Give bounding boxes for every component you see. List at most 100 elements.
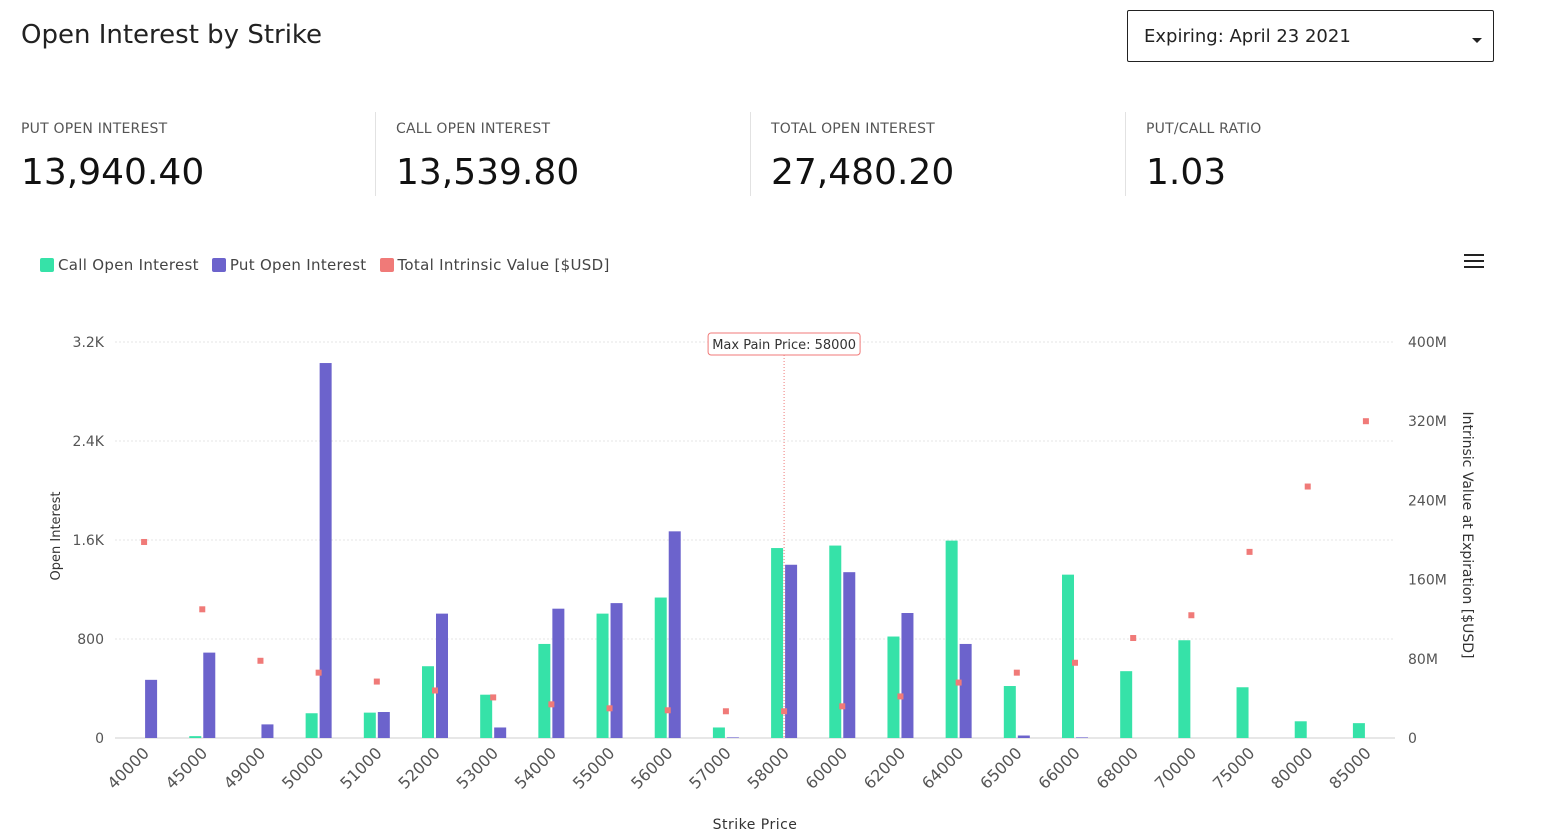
put-bar xyxy=(726,737,739,738)
x-tick-label: 64000 xyxy=(918,743,967,792)
y-tick-label: 0 xyxy=(95,731,104,747)
legend-swatch-intrinsic xyxy=(379,258,394,272)
stat-total-open-interest: TOTAL OPEN INTEREST 27,480.20 xyxy=(750,110,1120,196)
x-tick-label: 60000 xyxy=(802,743,851,792)
put-bar xyxy=(843,572,856,738)
stat-divider xyxy=(375,112,376,196)
stats-row: PUT OPEN INTEREST 13,940.40 CALL OPEN IN… xyxy=(0,110,1500,200)
x-tick-label: 49000 xyxy=(220,743,269,792)
x-tick-label: 58000 xyxy=(743,743,792,792)
stat-value: 13,539.80 xyxy=(396,152,580,193)
put-bar xyxy=(261,724,274,738)
intrinsic-point xyxy=(722,708,729,715)
put-bar xyxy=(901,613,914,738)
x-tick-label: 80000 xyxy=(1267,743,1316,792)
put-bar xyxy=(1076,737,1088,738)
y2-tick-label: 160M xyxy=(1408,573,1447,589)
y-tick-label: 3.2K xyxy=(73,335,105,351)
put-bar xyxy=(959,643,972,738)
call-bar xyxy=(712,727,725,738)
y2-tick-label: 240M xyxy=(1408,493,1447,509)
put-bar xyxy=(319,363,332,738)
x-tick-label: 55000 xyxy=(569,743,618,792)
intrinsic-point xyxy=(257,657,264,664)
intrinsic-point xyxy=(1304,483,1311,490)
x-tick-label: 85000 xyxy=(1325,743,1374,792)
call-bar xyxy=(1062,574,1074,738)
intrinsic-point xyxy=(199,606,206,613)
y2-tick-label: 400M xyxy=(1408,335,1447,351)
stat-divider xyxy=(1125,112,1126,196)
legend-item-put[interactable]: Put Open Interest xyxy=(211,256,367,274)
legend-swatch-put xyxy=(211,258,226,272)
x-tick-label: 53000 xyxy=(453,743,502,792)
call-bar xyxy=(480,694,493,738)
stat-put-call-ratio: PUT/CALL RATIO 1.03 xyxy=(1125,110,1495,196)
call-bar xyxy=(422,666,434,738)
chart-legend: Call Open Interest Put Open Interest Tot… xyxy=(40,256,623,274)
intrinsic-point xyxy=(781,708,788,715)
call-bar xyxy=(305,713,318,738)
call-bar xyxy=(771,548,784,738)
stat-value: 1.03 xyxy=(1146,152,1227,193)
put-bar xyxy=(203,652,216,738)
intrinsic-point xyxy=(955,679,962,686)
stat-divider xyxy=(750,112,751,196)
x-tick-label: 70000 xyxy=(1151,743,1200,792)
stat-label: TOTAL OPEN INTEREST xyxy=(771,121,935,137)
y2-tick-label: 80M xyxy=(1408,652,1438,668)
call-bar xyxy=(1120,671,1133,738)
intrinsic-point xyxy=(373,678,380,685)
stat-label: PUT/CALL RATIO xyxy=(1146,121,1262,137)
intrinsic-point xyxy=(606,705,613,712)
call-bar xyxy=(1236,687,1249,738)
stat-put-open-interest: PUT OPEN INTEREST 13,940.40 xyxy=(0,110,370,196)
x-tick-label: 56000 xyxy=(627,743,676,792)
call-bar xyxy=(1352,723,1365,738)
legend-item-intrinsic[interactable]: Total Intrinsic Value [$USD] xyxy=(379,256,610,274)
expiry-select[interactable]: Expiring: April 23 2021 xyxy=(1127,10,1494,62)
y-axis-title: Open Interest xyxy=(49,492,64,581)
call-bar xyxy=(189,736,202,738)
x-tick-label: 50000 xyxy=(278,743,327,792)
legend-label: Call Open Interest xyxy=(58,256,199,274)
y2-tick-label: 320M xyxy=(1408,414,1447,430)
max-pain-label-box xyxy=(707,332,861,356)
x-tick-label: 54000 xyxy=(511,743,560,792)
legend-item-call[interactable]: Call Open Interest xyxy=(40,256,199,274)
x-tick-label: 45000 xyxy=(162,743,211,792)
x-axis-title: Strike Price xyxy=(713,817,798,830)
stat-call-open-interest: CALL OPEN INTEREST 13,539.80 xyxy=(375,110,745,196)
put-bar xyxy=(668,531,681,738)
intrinsic-point xyxy=(897,693,904,700)
y2-axis-title: Intrinsic Value at Expiration [$USD] xyxy=(1459,411,1475,658)
x-tick-label: 51000 xyxy=(336,743,385,792)
intrinsic-point xyxy=(432,687,438,694)
page-title: Open Interest by Strike xyxy=(21,20,323,50)
put-bar xyxy=(610,603,623,738)
call-bar xyxy=(887,636,900,738)
stat-value: 27,480.20 xyxy=(771,152,955,193)
x-tick-label: 40000 xyxy=(103,743,152,792)
call-bar xyxy=(945,540,958,738)
y-tick-label: 800 xyxy=(77,632,104,648)
put-bar xyxy=(494,727,507,738)
y-tick-label: 1.6K xyxy=(73,533,105,549)
intrinsic-point xyxy=(839,703,846,710)
put-bar xyxy=(145,679,158,738)
x-tick-label: 52000 xyxy=(394,743,443,792)
call-bar xyxy=(538,643,551,738)
caret-down-icon xyxy=(1472,38,1482,43)
hamburger-menu-icon[interactable] xyxy=(1463,252,1485,270)
intrinsic-point xyxy=(1188,612,1195,619)
put-bar xyxy=(785,564,798,738)
x-tick-label: 75000 xyxy=(1209,743,1258,792)
intrinsic-point xyxy=(315,669,322,676)
x-tick-label: 66000 xyxy=(1034,743,1083,792)
call-bar xyxy=(1003,686,1016,738)
intrinsic-point xyxy=(1072,659,1078,666)
intrinsic-point xyxy=(1246,548,1253,555)
call-bar xyxy=(1178,640,1191,738)
intrinsic-point xyxy=(490,694,497,701)
put-bar xyxy=(552,608,565,738)
